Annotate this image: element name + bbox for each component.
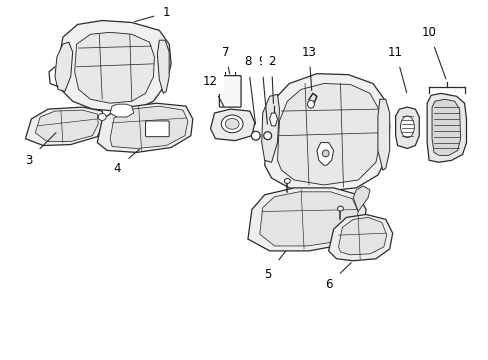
Polygon shape xyxy=(110,104,133,117)
Ellipse shape xyxy=(322,150,328,157)
Polygon shape xyxy=(261,94,279,162)
Polygon shape xyxy=(352,186,369,212)
Polygon shape xyxy=(259,192,358,246)
Polygon shape xyxy=(157,40,169,93)
Text: 12: 12 xyxy=(203,75,224,107)
Ellipse shape xyxy=(400,116,413,138)
Polygon shape xyxy=(55,42,73,91)
Polygon shape xyxy=(269,113,277,126)
Ellipse shape xyxy=(263,132,271,140)
Polygon shape xyxy=(395,107,418,148)
Polygon shape xyxy=(426,93,466,162)
Text: 6: 6 xyxy=(324,263,350,291)
Text: 1: 1 xyxy=(134,6,170,22)
Text: 11: 11 xyxy=(387,45,406,93)
Polygon shape xyxy=(277,84,380,185)
Polygon shape xyxy=(328,215,392,261)
Polygon shape xyxy=(338,217,386,255)
Ellipse shape xyxy=(284,179,290,184)
Polygon shape xyxy=(431,99,460,156)
Text: 9: 9 xyxy=(258,55,267,124)
FancyBboxPatch shape xyxy=(219,76,241,107)
Polygon shape xyxy=(210,109,254,141)
Text: 7: 7 xyxy=(221,45,229,74)
Text: 3: 3 xyxy=(25,133,56,167)
Ellipse shape xyxy=(337,206,343,211)
Text: 2: 2 xyxy=(267,55,275,103)
FancyBboxPatch shape xyxy=(145,121,169,137)
Text: 4: 4 xyxy=(113,149,139,175)
Text: 13: 13 xyxy=(301,45,316,91)
Ellipse shape xyxy=(307,100,314,108)
Polygon shape xyxy=(264,74,389,192)
Ellipse shape xyxy=(251,131,260,140)
Text: 5: 5 xyxy=(264,251,285,281)
Text: 10: 10 xyxy=(421,26,445,79)
Polygon shape xyxy=(75,32,154,103)
Polygon shape xyxy=(25,107,104,145)
Polygon shape xyxy=(58,21,171,111)
Ellipse shape xyxy=(221,115,243,133)
Text: 8: 8 xyxy=(244,55,255,124)
Polygon shape xyxy=(35,110,98,141)
Polygon shape xyxy=(247,188,366,251)
Ellipse shape xyxy=(225,118,239,129)
Polygon shape xyxy=(377,99,389,170)
Polygon shape xyxy=(110,106,187,148)
Polygon shape xyxy=(97,103,192,152)
Polygon shape xyxy=(316,143,333,165)
Ellipse shape xyxy=(98,113,106,121)
